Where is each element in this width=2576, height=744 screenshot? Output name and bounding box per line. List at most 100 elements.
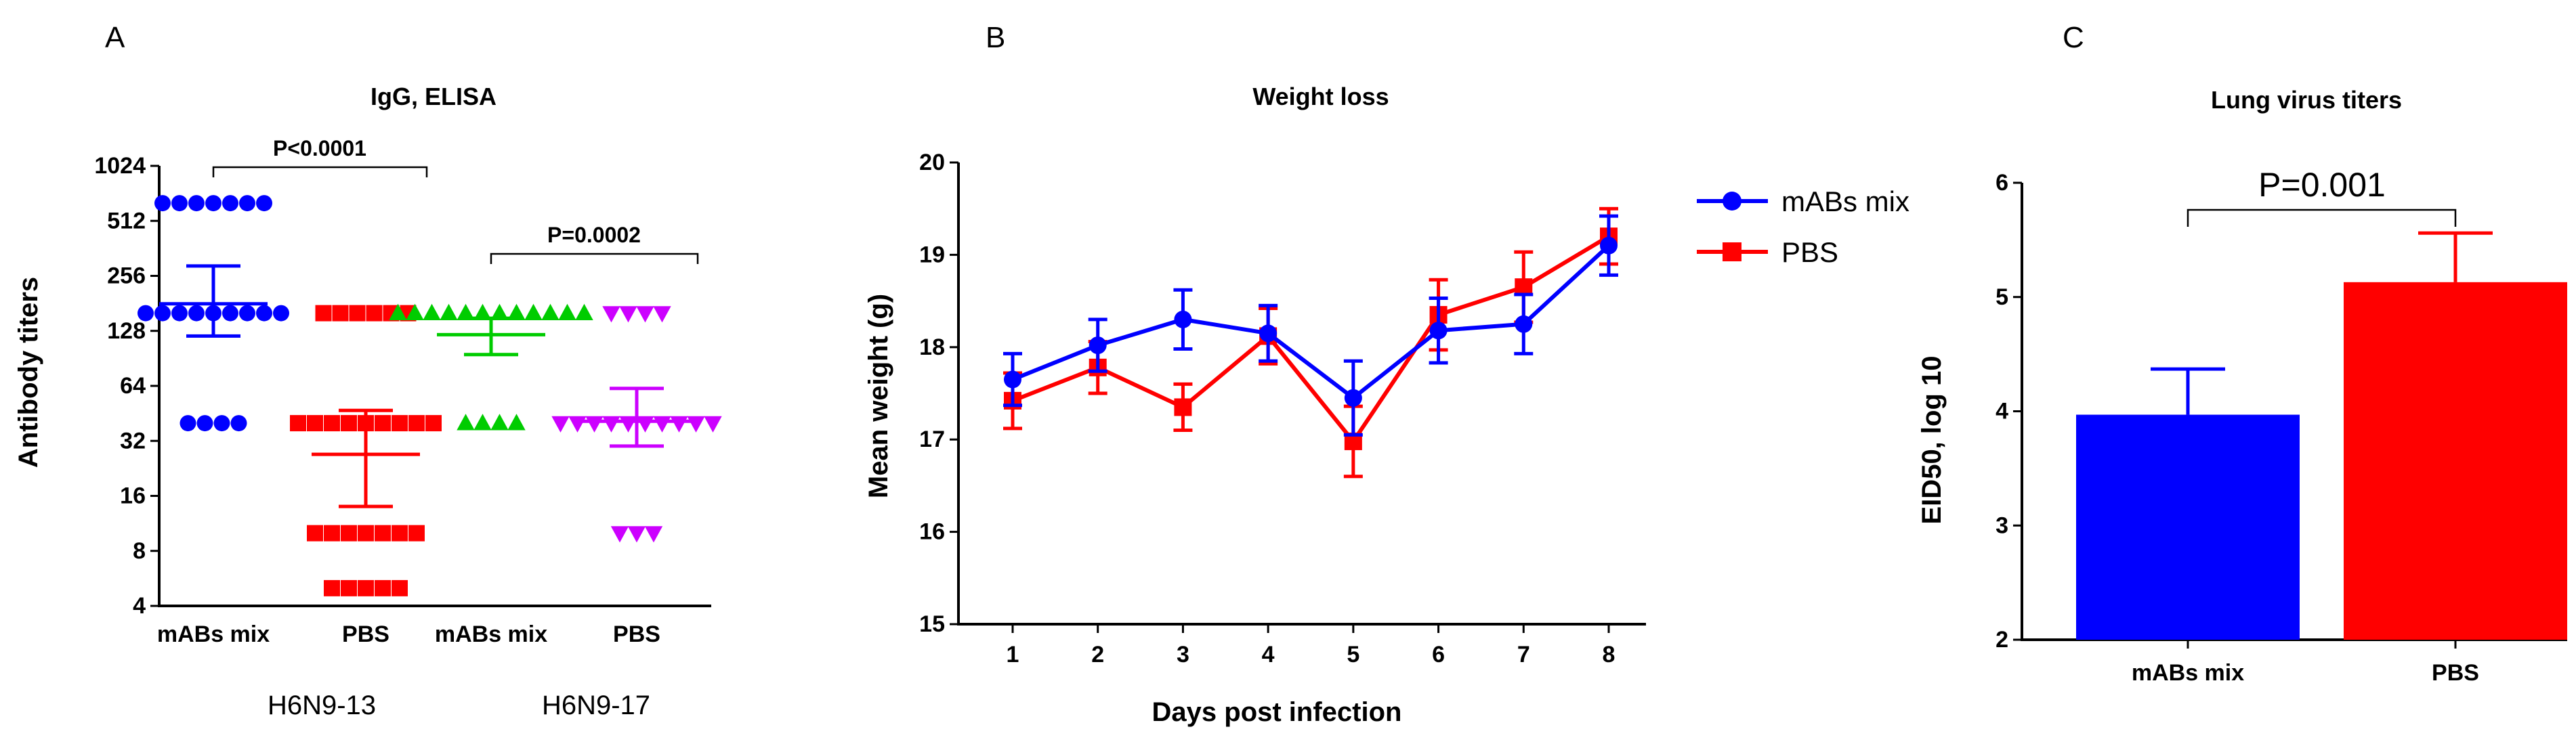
x-tick-label: 6 xyxy=(1432,642,1445,668)
category-label: PBS xyxy=(613,621,660,647)
data-point xyxy=(171,195,188,212)
panel-a-mean-sem xyxy=(159,264,691,508)
data-point xyxy=(670,416,688,433)
data-point xyxy=(636,416,654,433)
category-label: mABs mix xyxy=(435,621,547,647)
data-point xyxy=(1429,322,1448,340)
panel-c-categories: mABs mix PBS xyxy=(2132,640,2479,686)
data-point xyxy=(619,306,637,323)
panel-b-y-ticks: 15 16 17 18 19 20 xyxy=(919,150,958,637)
legend-marker-pbs xyxy=(1723,242,1741,261)
data-point xyxy=(332,305,349,322)
data-point xyxy=(180,415,196,432)
data-point xyxy=(138,305,154,322)
y-tick-label: 8 xyxy=(133,538,146,564)
data-point xyxy=(171,305,188,322)
data-point xyxy=(627,526,646,543)
panel-a-y-ticks: 4 8 16 32 64 128 256 512 1024 xyxy=(94,153,159,619)
panel-c-letter: C xyxy=(2063,21,2084,54)
legend-label-mabs: mABs mix xyxy=(1781,185,1909,217)
data-point xyxy=(1600,236,1618,255)
data-point xyxy=(473,303,492,320)
y-tick-label: 256 xyxy=(107,263,146,289)
category-label: mABs mix xyxy=(2132,660,2244,686)
panel-b-legend: mABs mix PBS xyxy=(1697,185,1909,268)
data-point xyxy=(349,305,366,322)
bar xyxy=(2344,282,2567,640)
data-point xyxy=(406,303,424,320)
panel-a-letter: A xyxy=(105,21,125,54)
data-point xyxy=(239,195,255,212)
data-point xyxy=(324,415,340,432)
bar xyxy=(2076,414,2300,640)
data-point xyxy=(457,414,475,431)
x-tick-label: 7 xyxy=(1517,642,1530,668)
data-point xyxy=(1089,336,1107,355)
data-point xyxy=(653,306,671,323)
data-point xyxy=(408,415,425,432)
panel-a-categories: mABs mix PBS mABs mix PBS xyxy=(157,621,660,647)
data-point xyxy=(1515,315,1533,333)
panel-a-points xyxy=(138,195,722,596)
y-tick-label: 15 xyxy=(919,611,945,637)
legend-marker-mabs xyxy=(1723,192,1741,211)
data-point xyxy=(551,416,570,433)
data-point xyxy=(602,416,620,433)
data-point xyxy=(256,195,272,212)
panel-b-x-ticks: 1 2 3 4 5 6 7 8 xyxy=(1007,624,1616,668)
data-point xyxy=(392,415,408,432)
y-tick-label: 20 xyxy=(919,150,945,175)
data-point xyxy=(490,414,509,431)
panel-c-pvalue: P=0.001 xyxy=(2258,166,2386,204)
panel-c-bars xyxy=(2076,231,2567,640)
data-point xyxy=(222,305,238,322)
data-point xyxy=(341,525,357,542)
series-line xyxy=(1011,244,1611,401)
x-tick-label: 1 xyxy=(1007,642,1019,668)
data-point xyxy=(188,305,205,322)
data-point xyxy=(408,525,425,542)
data-point xyxy=(392,579,408,596)
data-point xyxy=(1259,324,1278,343)
data-point xyxy=(687,416,705,433)
data-point xyxy=(423,303,441,320)
panel-b-series xyxy=(1003,206,1618,479)
panel-a-title: IgG, ELISA xyxy=(371,83,497,110)
y-tick-label: 19 xyxy=(919,242,945,267)
data-point xyxy=(558,303,576,320)
category-label: PBS xyxy=(2432,660,2479,686)
data-point xyxy=(541,303,559,320)
x-tick-label: 4 xyxy=(1262,642,1275,668)
category-label: mABs mix xyxy=(157,621,270,647)
legend-label-pbs: PBS xyxy=(1781,236,1838,268)
panel-c: C Lung virus titers EID50, log 10 23456 … xyxy=(1917,21,2567,686)
data-point xyxy=(324,525,340,542)
series-line xyxy=(1011,234,1610,445)
y-tick-label: 4 xyxy=(1996,399,2008,424)
y-tick-label: 2 xyxy=(1996,627,2008,653)
data-point xyxy=(315,305,332,322)
data-point xyxy=(653,416,671,433)
data-point xyxy=(425,415,442,432)
panel-c-title: Lung virus titers xyxy=(2211,86,2402,114)
data-point xyxy=(568,416,587,433)
panel-c-ylabel: EID50, log 10 xyxy=(1917,356,1947,525)
x-tick-label: 8 xyxy=(1603,642,1616,668)
y-tick-label: 512 xyxy=(107,208,146,234)
data-point xyxy=(375,525,391,542)
data-point xyxy=(290,415,306,432)
data-point xyxy=(457,303,475,320)
data-point xyxy=(358,579,374,596)
panel-c-y-ticks: 2 3 4 5 6 xyxy=(1996,170,2022,653)
panel-a-group-1: H6N9-13 xyxy=(268,691,376,720)
panel-b-xlabel: Days post infection xyxy=(1152,697,1402,727)
data-point xyxy=(375,415,391,432)
data-point xyxy=(239,305,255,322)
data-point xyxy=(307,415,323,432)
data-point xyxy=(585,416,604,433)
y-tick-label: 128 xyxy=(107,318,146,344)
y-tick-label: 5 xyxy=(1996,284,2008,310)
data-point xyxy=(188,195,205,212)
data-point xyxy=(205,195,221,212)
